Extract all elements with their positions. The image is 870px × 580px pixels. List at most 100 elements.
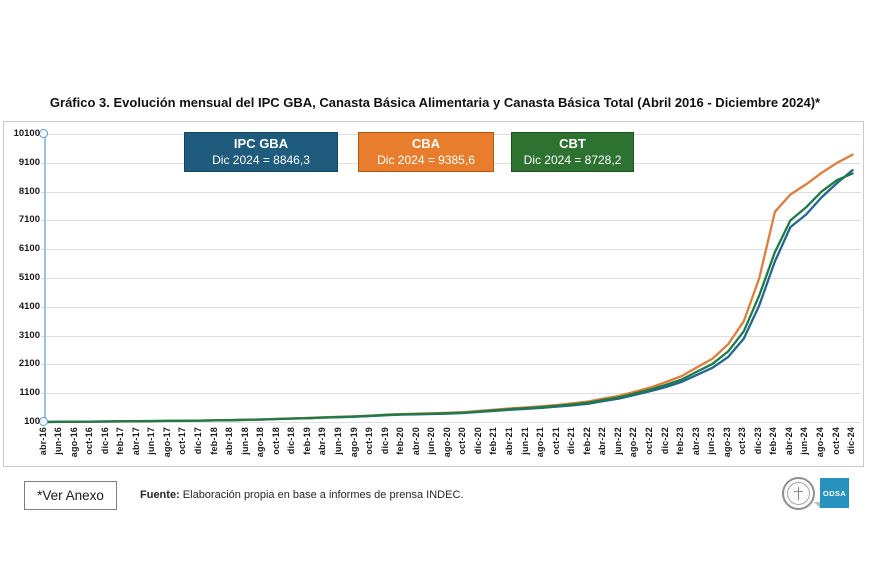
series-line-ipc-gba: [42, 168, 854, 424]
x-tick-label: oct-19: [364, 427, 375, 455]
x-tick-label: feb-20: [395, 427, 406, 455]
x-tick-label: jun-18: [239, 427, 250, 455]
x-tick-label: jun-19: [332, 427, 343, 455]
gridline: [41, 393, 861, 395]
source-label: Fuente:: [140, 489, 180, 501]
y-tick-label: 10100: [13, 128, 40, 139]
series-line-cbt: [42, 172, 854, 424]
x-tick-label: jun-20: [426, 427, 437, 455]
x-tick-label: jun-22: [612, 427, 623, 455]
x-tick-label: oct-16: [84, 427, 95, 455]
gridline: [41, 364, 861, 366]
x-tick-label: dic-24: [846, 427, 857, 455]
x-tick-label: abr-16: [37, 427, 48, 456]
y-tick-label: 7100: [18, 214, 40, 226]
x-tick-label: feb-19: [301, 427, 312, 455]
y-tick-label: 1100: [19, 387, 40, 399]
x-tick-label: feb-17: [115, 427, 126, 455]
chart-title: Gráfico 3. Evolución mensual del IPC GBA…: [49, 95, 821, 110]
x-tick-label: dic-20: [472, 427, 483, 455]
x-tick-label: dic-16: [99, 427, 110, 455]
x-tick-label: abr-20: [410, 427, 421, 456]
legend-box-cba: CBA Dic 2024 = 9385,6: [358, 132, 494, 172]
legend-name-ipc-gba: IPC GBA: [233, 135, 289, 151]
odsa-logo-tail: [814, 502, 820, 508]
gridline: [41, 335, 861, 337]
chart-plot-area: IPC GBA Dic 2024 = 8846,3 CBA Dic 2024 =…: [3, 121, 864, 467]
odsa-logo: ODSA: [820, 478, 849, 508]
x-tick-label: ago-22: [628, 427, 639, 458]
x-tick-label: oct-21: [550, 427, 561, 455]
cross-icon: [794, 487, 803, 500]
legend-box-ipc-gba: IPC GBA Dic 2024 = 8846,3: [184, 132, 338, 172]
x-tick-label: dic-18: [286, 427, 297, 455]
x-tick-label: jun-16: [53, 427, 64, 455]
x-tick-label: ago-24: [815, 427, 825, 458]
uca-seal-emblem: [787, 482, 810, 505]
legend-box-cbt: CBT Dic 2024 = 8728,2: [511, 132, 634, 172]
y-tick-label: 5100: [18, 272, 40, 283]
x-tick-label: ago-20: [441, 427, 452, 458]
x-tick-label: abr-23: [690, 427, 701, 456]
y-tick-label: 8100: [18, 185, 40, 197]
series-lines-canvas: [42, 153, 854, 424]
gridline: [41, 422, 861, 423]
x-tick-label: jun-24: [799, 427, 810, 455]
x-tick-label: ago-21: [535, 427, 546, 458]
x-tick-label: abr-19: [317, 427, 328, 456]
x-tick-label: oct-18: [270, 427, 281, 455]
gridline: [41, 191, 861, 193]
gridline: [41, 220, 861, 222]
y-tick-label: 3100: [18, 329, 40, 341]
x-tick-label: feb-21: [488, 427, 499, 455]
x-tick-label: jun-17: [146, 427, 157, 455]
series-line-cba: [42, 153, 854, 424]
legend-value-cbt: Dic 2024 = 8728,2: [523, 152, 622, 167]
legend-value-ipc-gba: Dic 2024 = 8846,3: [212, 152, 310, 167]
x-tick-label: feb-22: [581, 427, 592, 455]
x-tick-label: oct-17: [177, 427, 188, 455]
y-axis-top-marker: [39, 129, 48, 138]
x-tick-label: abr-24: [783, 427, 794, 456]
x-tick-label: abr-18: [224, 427, 235, 456]
legend-value-cba: Dic 2024 = 9385,6: [377, 152, 475, 167]
source-note: Fuente: Elaboración propia en base a inf…: [140, 489, 463, 501]
legend-name-cba: CBA: [411, 135, 441, 151]
x-tick-label: ago-18: [255, 427, 266, 458]
x-tick-label: dic-22: [659, 427, 670, 455]
y-axis-bottom-marker: [39, 417, 48, 426]
x-tick-label: ago-23: [721, 427, 732, 458]
x-tick-label: oct-23: [737, 427, 748, 455]
uca-seal-logo: [782, 477, 815, 510]
y-tick-label: 6100: [18, 243, 40, 255]
x-tick-label: ago-19: [348, 427, 359, 458]
y-tick-label: 2100: [18, 358, 40, 370]
source-text: Elaboración propia en base a informes de…: [179, 489, 464, 501]
x-tick-label: dic-17: [193, 427, 203, 455]
gridline: [41, 249, 861, 251]
x-tick-label: oct-22: [643, 427, 654, 455]
x-tick-label: dic-19: [379, 427, 390, 455]
gridline: [41, 278, 861, 279]
x-tick-label: ago-16: [68, 427, 79, 458]
y-tick-label: 100: [24, 416, 40, 427]
x-tick-label: feb-23: [675, 427, 686, 455]
x-tick-label: abr-17: [130, 427, 141, 456]
x-tick-label: oct-20: [457, 427, 468, 455]
ver-anexo-box: *Ver Anexo: [24, 481, 117, 510]
x-tick-label: abr-22: [597, 427, 608, 456]
x-tick-label: feb-18: [208, 427, 219, 455]
x-tick-label: ago-17: [161, 427, 172, 458]
x-tick-label: dic-21: [566, 427, 577, 455]
x-tick-label: abr-21: [504, 427, 514, 456]
y-tick-label: 4100: [18, 300, 40, 312]
y-axis-line: [43, 134, 46, 423]
x-tick-label: dic-23: [752, 427, 763, 455]
legend-name-cbt: CBT: [559, 135, 586, 151]
y-tick-label: 9100: [18, 156, 40, 168]
x-tick-label: feb-24: [768, 427, 779, 455]
gridline: [41, 306, 861, 308]
x-tick-label: jun-21: [519, 427, 530, 455]
x-tick-label: oct-24: [830, 427, 841, 455]
x-tick-label: jun-23: [706, 427, 717, 455]
